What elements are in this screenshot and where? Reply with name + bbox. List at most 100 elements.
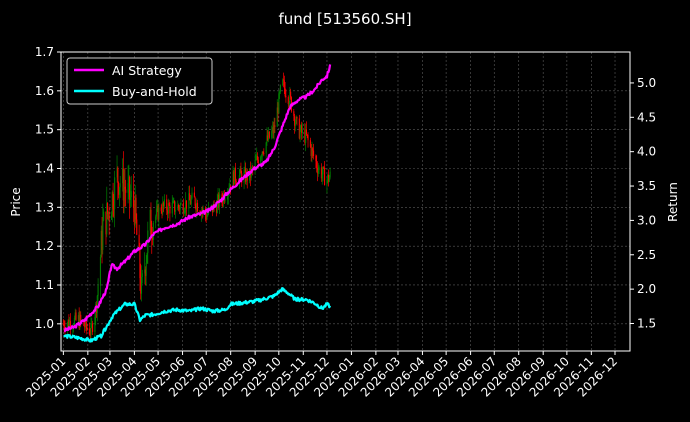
- candle-body: [206, 214, 208, 220]
- candle-body: [304, 129, 306, 143]
- candle-body: [310, 146, 312, 157]
- candle-body: [193, 192, 195, 198]
- candle-body: [256, 156, 259, 160]
- candle-body: [306, 134, 308, 136]
- y-tick-label-right: 5.0: [637, 76, 656, 90]
- candle-body: [268, 131, 270, 138]
- candle-body: [145, 262, 147, 276]
- candle-body: [257, 159, 259, 164]
- candle-body: [162, 202, 164, 214]
- candle-body: [305, 129, 307, 143]
- candle-body: [326, 180, 328, 186]
- candle-body: [190, 198, 192, 205]
- candle-body: [67, 319, 69, 325]
- candle-body: [180, 202, 182, 205]
- candle-body: [178, 205, 180, 208]
- candle-body: [329, 171, 331, 178]
- candle-body: [152, 222, 154, 240]
- candle-body: [282, 79, 285, 81]
- candle-body: [301, 125, 303, 134]
- candle-body: [177, 205, 179, 210]
- candle-body: [63, 323, 65, 328]
- candle-body: [128, 176, 130, 184]
- candle-body: [288, 103, 290, 105]
- candle-body: [221, 194, 223, 200]
- candle-body: [224, 199, 226, 201]
- candle-body: [88, 328, 90, 335]
- candle-body: [305, 129, 307, 135]
- candle-body: [312, 148, 314, 151]
- candle-body: [261, 151, 263, 157]
- candle-body: [273, 125, 275, 134]
- candle-body: [294, 115, 296, 126]
- candle-body: [234, 167, 236, 181]
- candle-body: [156, 206, 158, 209]
- candle-body: [140, 278, 142, 294]
- candle-body: [289, 91, 291, 104]
- candle-body: [155, 208, 158, 217]
- candle-body: [105, 211, 107, 235]
- candle-body: [163, 202, 165, 206]
- legend-label-ai-strategy: AI Strategy: [112, 63, 182, 78]
- y-tick-label-left: 1.2: [35, 239, 54, 253]
- candle-body: [117, 167, 119, 183]
- candle-body: [99, 257, 102, 286]
- candle-body: [167, 203, 169, 214]
- candle-body: [160, 207, 162, 212]
- y-tick-label-left: 1.4: [35, 161, 54, 175]
- candle-body: [144, 269, 146, 276]
- candle-body: [266, 135, 268, 143]
- candle-body: [100, 230, 102, 258]
- candle-body: [140, 276, 143, 294]
- candle-body: [171, 202, 173, 214]
- candle-body: [279, 85, 281, 93]
- candle-body: [111, 192, 113, 215]
- candle-body: [272, 127, 274, 134]
- candle-body: [89, 334, 91, 336]
- candle-body: [230, 185, 232, 189]
- candle-body: [75, 312, 77, 320]
- chart-title: fund [513560.SH]: [278, 10, 411, 28]
- candle-body: [72, 327, 74, 330]
- candle-body: [207, 213, 209, 215]
- legend-label-buy-and-hold: Buy-and-Hold: [112, 84, 197, 99]
- candle-body: [129, 176, 131, 200]
- candle-body: [322, 167, 324, 175]
- candle-body: [196, 202, 198, 211]
- candle-body: [311, 148, 313, 157]
- y-tick-label-left: 1.5: [35, 123, 54, 137]
- series-line-ai-strategy: [63, 64, 332, 333]
- line-series: [63, 64, 332, 343]
- candle-body: [277, 107, 279, 114]
- candle-body: [151, 237, 154, 240]
- candle-body: [106, 203, 108, 235]
- candle-body: [255, 159, 257, 161]
- y-tick-label-left: 1.0: [35, 317, 54, 331]
- y-tick-label-right: 3.0: [637, 213, 656, 227]
- candle-body: [161, 211, 163, 214]
- candle-body: [278, 93, 280, 114]
- candle-body: [315, 155, 317, 162]
- candle-body: [188, 193, 190, 209]
- candle-body: [80, 314, 82, 321]
- candle-body: [174, 200, 176, 212]
- candle-body: [320, 167, 322, 179]
- candle-body: [94, 317, 96, 332]
- candle-body: [166, 199, 168, 211]
- candle-body: [166, 210, 169, 214]
- candle-body: [74, 312, 76, 319]
- candle-body: [79, 314, 81, 328]
- candle-body: [271, 131, 273, 138]
- candle-body: [232, 171, 234, 189]
- candle-body: [97, 285, 99, 296]
- y-tick-label-left: 1.7: [35, 45, 54, 59]
- candle-body: [136, 219, 138, 235]
- candle-body: [83, 320, 85, 326]
- candle-body: [262, 151, 264, 154]
- candle-body: [316, 167, 319, 174]
- candle-body: [184, 210, 186, 213]
- candle-body: [265, 142, 267, 154]
- candle-body: [113, 208, 115, 210]
- candle-body: [263, 153, 265, 155]
- candle-body: [141, 273, 143, 277]
